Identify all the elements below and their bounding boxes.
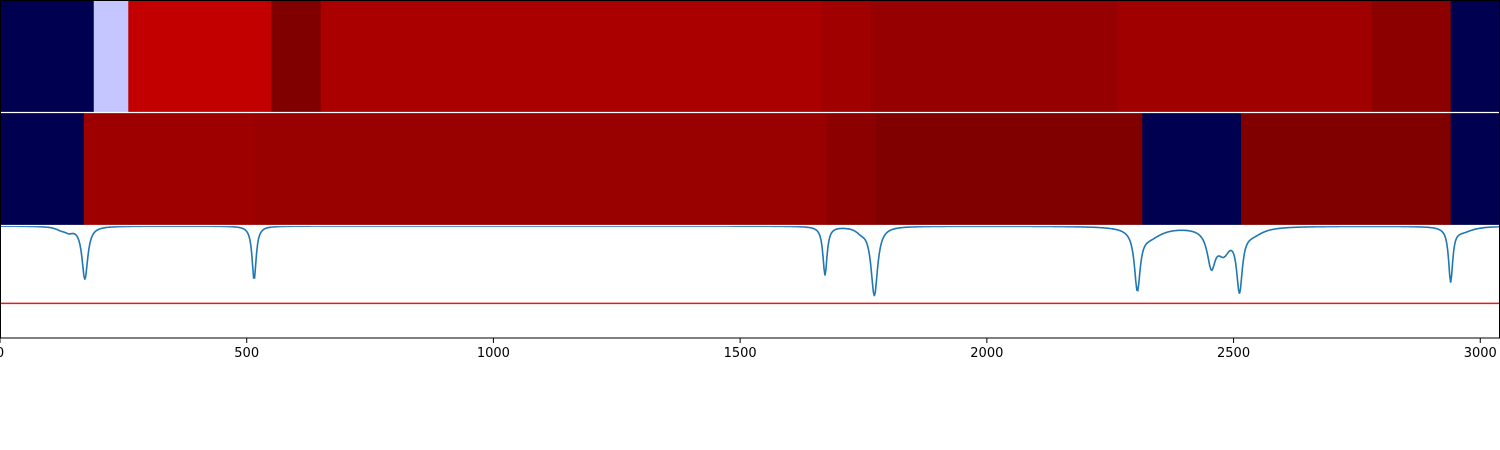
x-tick-label: 1000: [477, 346, 510, 361]
heatmap-cell: [320, 0, 823, 112]
x-tick-label: 1500: [724, 346, 757, 361]
x-tick-label: 2000: [970, 346, 1003, 361]
heatmap-cell: [271, 0, 322, 112]
heatmap-cell: [1117, 0, 1373, 112]
x-tick-label: 0: [0, 346, 4, 361]
heatmap-cell: [1371, 0, 1452, 112]
heatmap-cell: [0, 113, 85, 225]
spectrum-line: [0, 225, 1500, 297]
x-axis: 0 500 1000 1500 2000 2500 3000: [0, 338, 1497, 361]
line-plot: [0, 225, 1500, 338]
heatmap-cell: [1450, 113, 1500, 225]
heatmap-cell: [870, 0, 1119, 112]
heatmap-top: [0, 0, 1500, 112]
heatmap-cell: [93, 0, 129, 112]
heatmap-middle: [0, 113, 1500, 225]
heatmap-cell: [128, 0, 272, 112]
heatmap-cell: [1240, 113, 1452, 225]
heatmap-cell: [0, 0, 95, 112]
heatmap-cell: [1142, 113, 1242, 225]
x-tick-label: 2500: [1217, 346, 1250, 361]
heatmap-cell: [821, 0, 872, 112]
heatmap-cell: [1450, 0, 1500, 112]
line-plot-background: [0, 226, 1500, 338]
x-tick-label: 3000: [1464, 346, 1497, 361]
heatmap-cell: [875, 113, 1143, 225]
heatmap-cell: [826, 113, 877, 225]
x-tick-label: 500: [234, 346, 259, 361]
heatmap-cell: [254, 113, 827, 225]
heatmap-cell: [83, 113, 255, 225]
